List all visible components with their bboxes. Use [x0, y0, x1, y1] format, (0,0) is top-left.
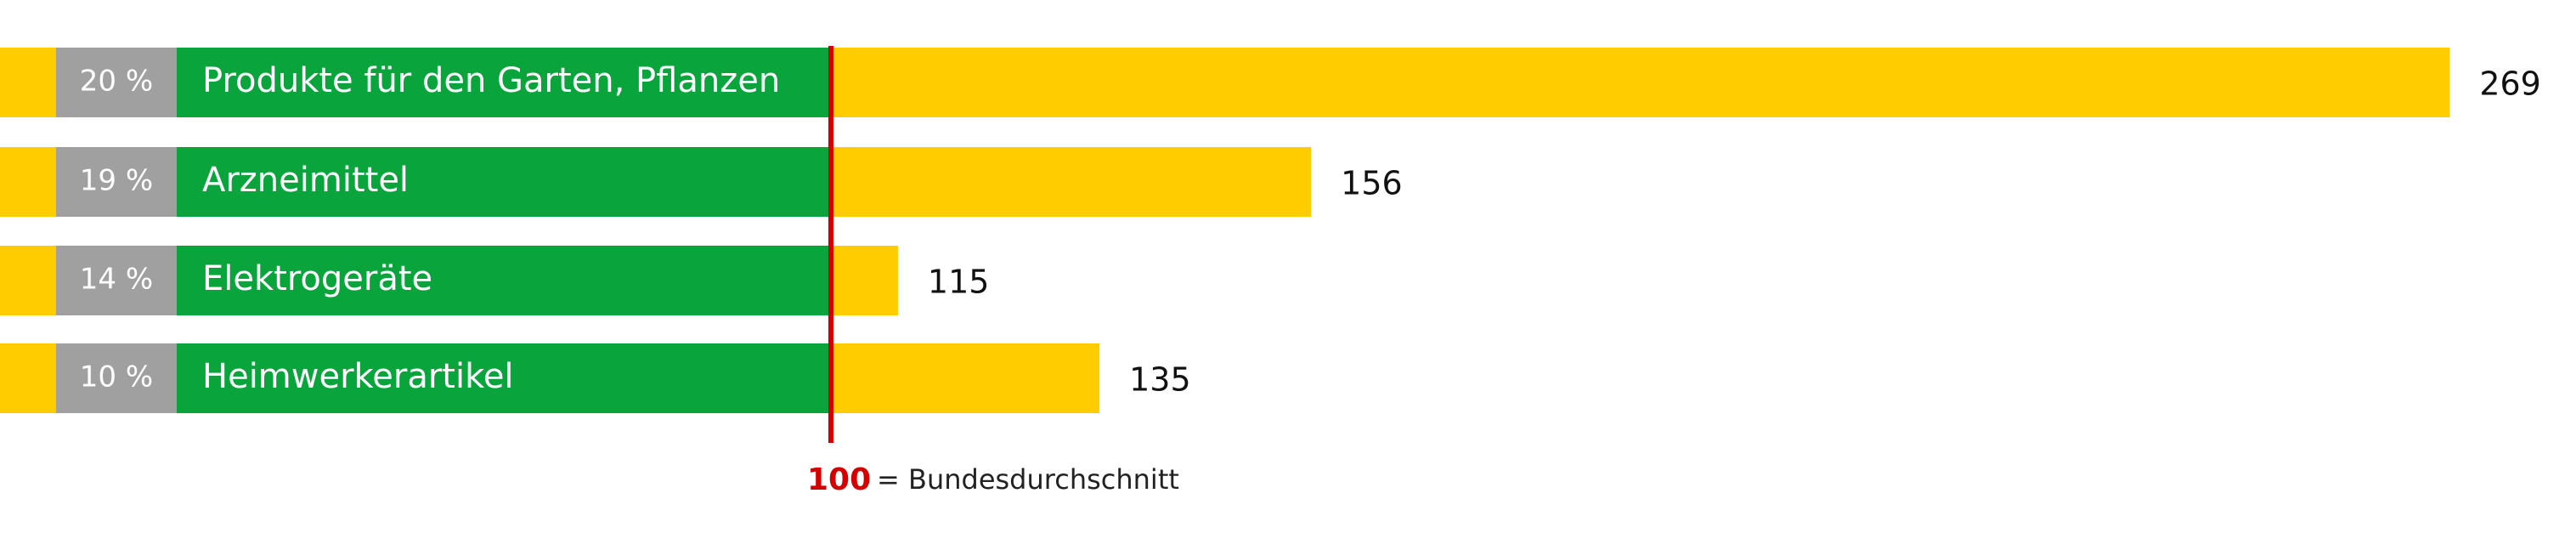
value-label: 156 — [1341, 165, 1403, 202]
value-label: 135 — [1129, 361, 1191, 399]
share-label: 19 % — [80, 164, 153, 198]
category-box — [177, 147, 831, 217]
share-box — [56, 246, 177, 315]
value-label: 115 — [928, 264, 990, 301]
share-box — [56, 48, 177, 117]
category-box — [177, 48, 831, 117]
category-box — [177, 246, 831, 315]
category-label: Elektrogeräte — [202, 259, 432, 298]
category-label: Produkte für den Garten, Pflanzen — [202, 61, 780, 100]
value-label: 269 — [2479, 65, 2541, 103]
share-label: 20 % — [80, 65, 153, 99]
share-box — [56, 343, 177, 413]
reference-text: = Bundesdurchschnitt — [877, 463, 1179, 496]
category-label: Heimwerkerartikel — [202, 357, 514, 396]
share-label: 14 % — [80, 263, 153, 297]
share-label: 10 % — [80, 360, 153, 394]
category-label: Arzneimittel — [202, 161, 409, 200]
reference-value: 100 — [807, 462, 871, 497]
share-box — [56, 147, 177, 217]
category-box — [177, 343, 831, 413]
